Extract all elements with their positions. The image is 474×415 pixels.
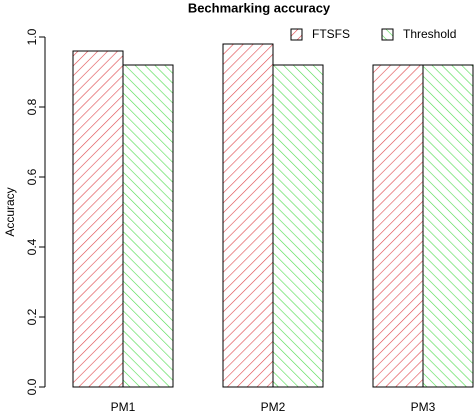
x-tick-label: PM3 xyxy=(411,400,436,414)
y-tick-label: 0.2 xyxy=(25,308,39,325)
bar xyxy=(122,64,174,388)
legend-label: FTSFS xyxy=(312,27,350,41)
y-tick-label: 0.6 xyxy=(25,168,39,185)
y-tick-label: 0.4 xyxy=(25,238,39,255)
legend-swatch xyxy=(290,28,303,41)
bar xyxy=(372,64,424,388)
bar xyxy=(72,50,124,388)
y-tick-label: 0.0 xyxy=(25,378,39,395)
legend-label: Threshold xyxy=(403,27,456,41)
bar xyxy=(422,64,474,388)
x-tick-label: PM2 xyxy=(261,400,286,414)
x-tick-label: PM1 xyxy=(111,400,136,414)
legend-swatch xyxy=(381,28,394,41)
y-tick-label: 1.0 xyxy=(25,28,39,45)
chart-title: Bechmarking accuracy xyxy=(188,0,331,15)
y-axis-label: Accuracy xyxy=(3,187,17,236)
bar xyxy=(222,43,274,388)
y-tick-label: 0.8 xyxy=(25,98,39,115)
bar xyxy=(272,64,324,388)
